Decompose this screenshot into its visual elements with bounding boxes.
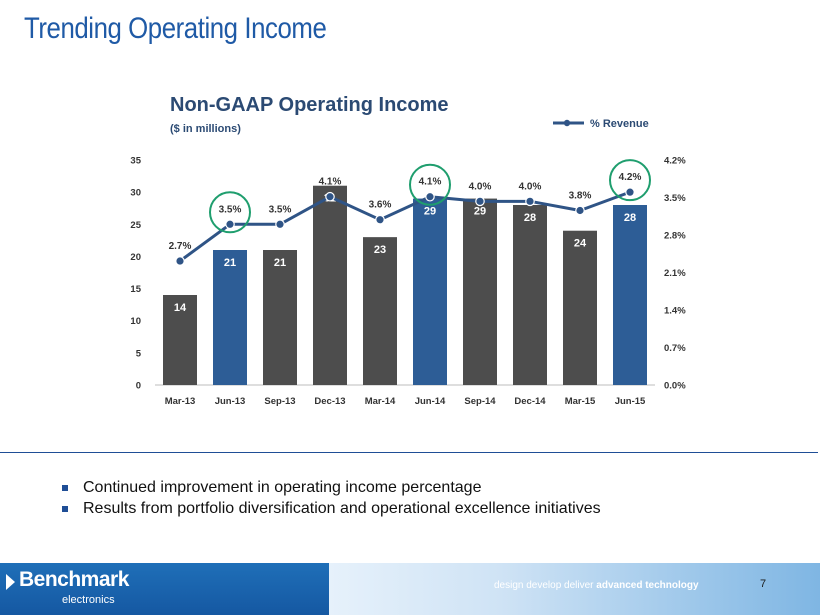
y-left-tick-label: 20 [130, 252, 141, 263]
logo-subtext: electronics [62, 594, 115, 606]
chart-subtitle: ($ in millions) [170, 123, 241, 135]
tagline-plain: design develop deliver [494, 580, 594, 591]
y-right-tick-label: 0.7% [664, 343, 686, 354]
x-tick-label: Sep-14 [464, 396, 496, 407]
bullet-square-icon [62, 485, 68, 491]
line-value-label: 3.6% [369, 200, 392, 211]
line-value-label: 4.2% [619, 172, 642, 183]
line-point [575, 205, 585, 216]
line-point [225, 219, 235, 230]
line-value-label: 4.1% [419, 177, 442, 188]
bar [363, 237, 397, 385]
line-value-label: 2.7% [169, 241, 192, 252]
bar-value-label: 29 [474, 206, 486, 218]
bar [563, 230, 597, 385]
y-right-tick-label: 0.0% [664, 381, 686, 392]
line-point [625, 187, 635, 197]
bullet-list: Continued improvement in operating incom… [62, 477, 601, 519]
line-point [425, 191, 435, 202]
footer-bar: Benchmark electronics design develop del… [0, 563, 820, 615]
x-tick-label: Mar-15 [565, 396, 596, 407]
tagline-bold: advanced technology [596, 580, 699, 591]
line-value-label: 4.0% [519, 181, 542, 192]
legend-marker [563, 119, 571, 127]
bullet-text: Continued improvement in operating incom… [83, 479, 482, 496]
bar-value-label: 23 [374, 244, 386, 256]
legend-label: % Revenue [590, 118, 649, 130]
bar-value-label: 29 [424, 206, 436, 218]
x-tick-label: Dec-13 [314, 396, 345, 407]
y-left-tick-label: 10 [130, 316, 141, 327]
y-right-tick-label: 2.1% [664, 268, 686, 279]
chart-legend: % Revenue [553, 118, 649, 130]
line-value-label: 4.1% [319, 177, 342, 188]
footer-tagline: design develop deliver advanced technolo… [494, 580, 699, 591]
y-right-tick-label: 2.8% [664, 231, 686, 242]
y-left-tick-label: 35 [130, 156, 141, 167]
x-tick-label: Jun-14 [415, 396, 446, 407]
highlight-circle [209, 191, 251, 234]
bar [513, 205, 547, 385]
highlight-circle [609, 159, 651, 202]
bullet-text: Results from portfolio diversification a… [83, 500, 601, 517]
bar [163, 295, 197, 385]
bar-value-label: 28 [624, 212, 636, 224]
footer-tagline-panel [329, 563, 820, 615]
bar-value-label: 28 [524, 212, 536, 224]
x-tick-label: Mar-14 [365, 396, 396, 407]
page-number: 7 [760, 578, 767, 590]
bar [613, 205, 647, 385]
x-tick-label: Jun-15 [615, 396, 646, 407]
logo-text: Benchmark [19, 568, 129, 591]
y-left-tick-label: 15 [130, 284, 141, 295]
line-point [175, 256, 185, 266]
bar-value-label: 21 [274, 257, 286, 269]
x-tick-label: Sep-13 [264, 396, 295, 407]
y-right-tick-label: 4.2% [664, 156, 686, 167]
slide-title: Trending Operating Income [24, 12, 327, 45]
bar [313, 185, 347, 385]
y-left-tick-label: 0 [136, 381, 141, 392]
line-value-label: 3.5% [219, 204, 242, 215]
benchmark-logo-icon [6, 574, 15, 590]
line-point [275, 219, 285, 230]
chart-title: Non-GAAP Operating Income [170, 94, 449, 116]
line-value-label: 3.8% [569, 191, 592, 202]
bar [413, 198, 447, 385]
line-point [525, 196, 535, 207]
bullet-square-icon [62, 506, 68, 512]
section-divider [0, 452, 818, 453]
x-tick-label: Mar-13 [165, 396, 196, 407]
operating-income-chart: Non-GAAP Operating Income ($ in millions… [130, 94, 686, 407]
line-point [375, 214, 385, 225]
y-right-tick-label: 3.5% [664, 193, 686, 204]
highlight-circle [409, 163, 451, 206]
y-left-tick-label: 25 [130, 220, 141, 231]
line-value-label: 4.0% [469, 181, 492, 192]
bar [213, 250, 247, 385]
x-tick-label: Dec-14 [514, 396, 546, 407]
bar-value-label: 21 [224, 257, 236, 269]
bullet-item: Continued improvement in operating incom… [62, 477, 601, 498]
y-left-tick-label: 5 [136, 348, 142, 359]
bullet-item: Results from portfolio diversification a… [62, 498, 601, 519]
bar-value-label: 24 [574, 238, 587, 250]
bar [463, 198, 497, 385]
x-tick-label: Jun-13 [215, 396, 246, 407]
y-left-tick-label: 30 [130, 188, 141, 199]
bar-value-label: 14 [174, 302, 187, 314]
bar [263, 250, 297, 385]
line-value-label: 3.5% [269, 204, 292, 215]
y-right-tick-label: 1.4% [664, 306, 686, 317]
revenue-percent-line [179, 190, 631, 263]
line-point [325, 191, 335, 202]
line-point [475, 196, 485, 207]
footer-logo-panel: Benchmark electronics [0, 563, 329, 615]
